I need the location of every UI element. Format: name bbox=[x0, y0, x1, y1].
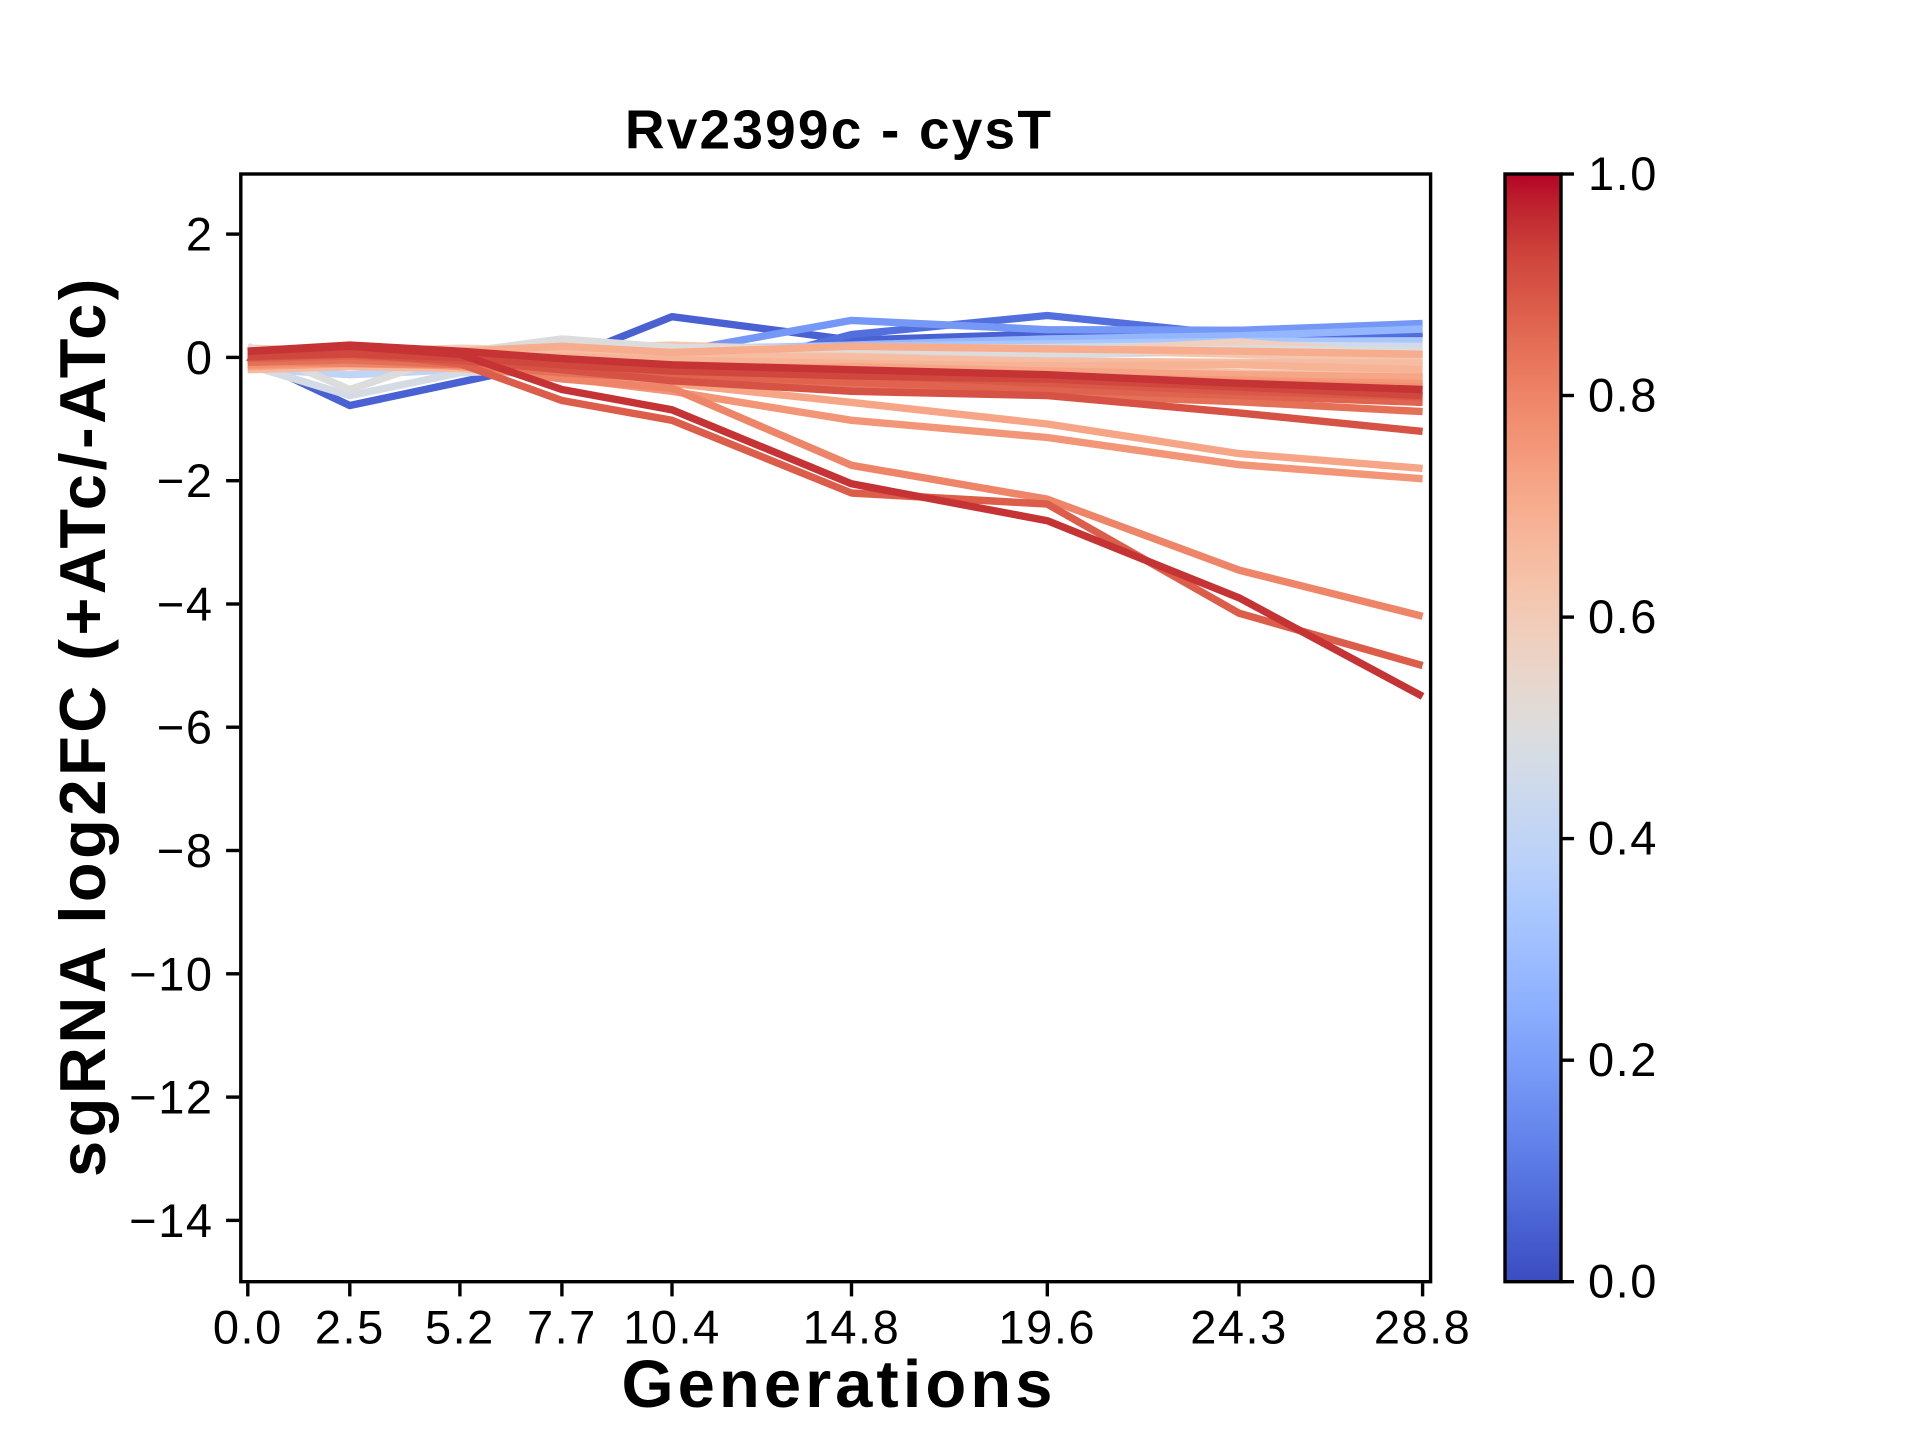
svg-text:−4: −4 bbox=[157, 578, 214, 631]
svg-text:sgRNA log2FC (+ATc/-ATc): sgRNA log2FC (+ATc/-ATc) bbox=[46, 275, 119, 1177]
svg-text:−8: −8 bbox=[157, 824, 214, 877]
svg-text:Rv2399c - cysT: Rv2399c - cysT bbox=[625, 99, 1053, 161]
svg-text:19.6: 19.6 bbox=[999, 1301, 1096, 1354]
svg-text:28.8: 28.8 bbox=[1374, 1301, 1471, 1354]
svg-text:−10: −10 bbox=[129, 947, 213, 1000]
svg-text:0.4: 0.4 bbox=[1588, 812, 1658, 865]
svg-text:0.6: 0.6 bbox=[1588, 590, 1658, 643]
svg-text:0.8: 0.8 bbox=[1588, 369, 1658, 422]
svg-text:24.3: 24.3 bbox=[1190, 1301, 1287, 1354]
svg-text:0.2: 0.2 bbox=[1588, 1033, 1658, 1086]
svg-text:−14: −14 bbox=[129, 1194, 213, 1247]
svg-text:0.0: 0.0 bbox=[213, 1301, 283, 1354]
svg-text:0.0: 0.0 bbox=[1588, 1255, 1658, 1308]
svg-text:14.8: 14.8 bbox=[803, 1301, 900, 1354]
svg-text:2.5: 2.5 bbox=[315, 1301, 385, 1354]
svg-text:1.0: 1.0 bbox=[1588, 147, 1658, 200]
svg-text:−6: −6 bbox=[157, 701, 214, 754]
svg-text:10.4: 10.4 bbox=[623, 1301, 720, 1354]
svg-text:5.2: 5.2 bbox=[425, 1301, 495, 1354]
svg-text:−2: −2 bbox=[157, 454, 214, 507]
svg-text:−12: −12 bbox=[129, 1071, 213, 1124]
svg-text:Generations: Generations bbox=[622, 1347, 1057, 1422]
svg-text:2: 2 bbox=[186, 208, 214, 261]
svg-text:0: 0 bbox=[186, 331, 214, 384]
svg-text:7.7: 7.7 bbox=[527, 1301, 597, 1354]
